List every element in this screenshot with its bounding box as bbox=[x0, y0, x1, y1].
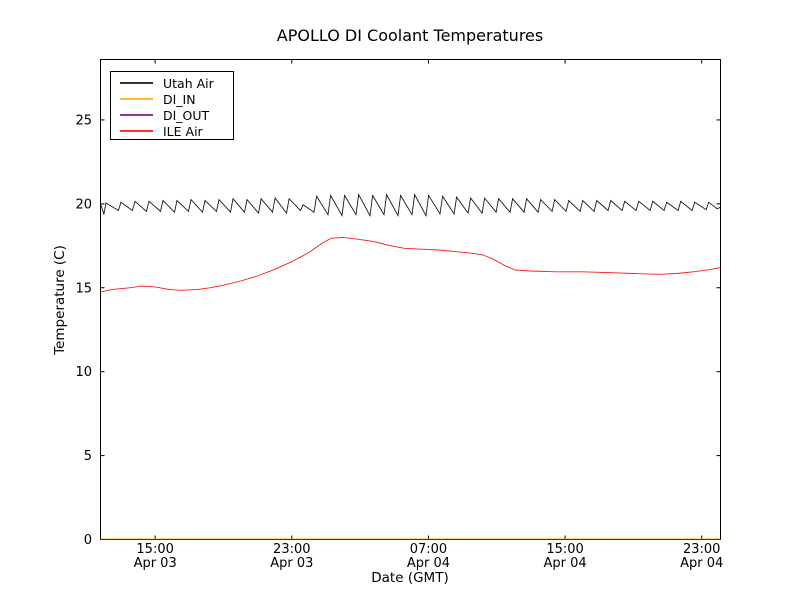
x-tick-label-time: 15:00 bbox=[136, 542, 173, 557]
legend-line-swatch bbox=[120, 130, 153, 132]
x-tick-label-date: Apr 04 bbox=[680, 556, 723, 571]
series-line-ile-air bbox=[100, 236, 721, 293]
y-tick-label: 15 bbox=[75, 281, 92, 296]
legend-item: DI_OUT bbox=[120, 107, 227, 123]
x-tick-label-time: 23:00 bbox=[683, 542, 720, 557]
series-line-utah-air bbox=[100, 193, 721, 218]
x-tick-label-time: 15:00 bbox=[546, 542, 583, 557]
legend-item: DI_IN bbox=[120, 91, 227, 107]
legend-line-swatch bbox=[120, 82, 153, 84]
x-tick-label-time: 23:00 bbox=[273, 542, 310, 557]
x-axis-label: Date (GMT) bbox=[371, 570, 449, 586]
x-tick-label-date: Apr 03 bbox=[270, 556, 313, 571]
x-tick-label-date: Apr 03 bbox=[134, 556, 177, 571]
chart-title: APOLLO DI Coolant Temperatures bbox=[276, 26, 544, 45]
legend: Utah Air DI_IN DI_OUT ILE Air bbox=[110, 71, 234, 140]
y-tick-label: 5 bbox=[84, 449, 92, 464]
legend-item: ILE Air bbox=[120, 123, 227, 139]
x-tick-label-time: 07:00 bbox=[410, 542, 447, 557]
x-tick-label-date: Apr 04 bbox=[407, 556, 450, 571]
legend-line-swatch bbox=[120, 98, 153, 100]
legend-item-label: Utah Air bbox=[163, 75, 214, 91]
x-tick-label-date: Apr 04 bbox=[543, 556, 586, 571]
legend-line-swatch bbox=[120, 114, 153, 116]
legend-item-label: DI_OUT bbox=[163, 107, 210, 123]
y-tick-label: 10 bbox=[75, 365, 92, 380]
y-tick-label: 0 bbox=[84, 533, 92, 548]
y-tick-label: 25 bbox=[75, 113, 92, 128]
legend-item-label: DI_IN bbox=[163, 91, 196, 107]
legend-item-label: ILE Air bbox=[163, 123, 203, 139]
legend-item: Utah Air bbox=[120, 75, 227, 91]
y-tick-label: 20 bbox=[75, 197, 92, 212]
